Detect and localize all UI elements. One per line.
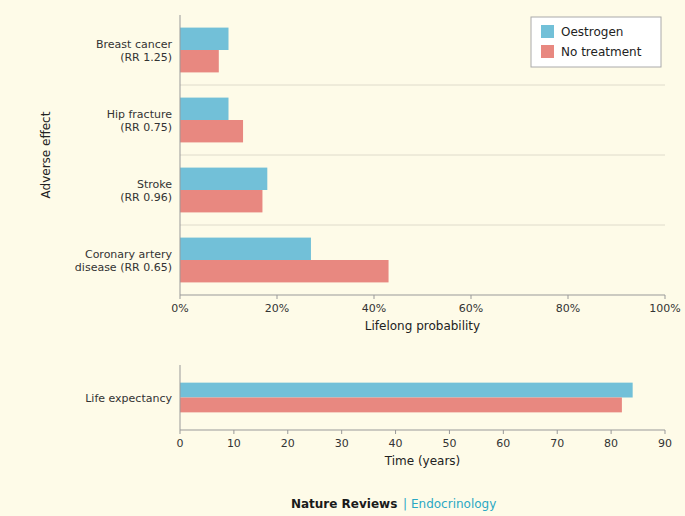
label-line: Hip fracture	[107, 108, 173, 121]
x-tick-label: 0%	[171, 302, 188, 315]
chart: 0 10 20 30 40 50 60 70 80 90 Life expectancy Time (…	[85, 365, 672, 511]
group-separator	[180, 85, 665, 86]
group-separator	[180, 155, 665, 156]
y-tick-label: Hip fracture(RR 0.75)	[107, 108, 173, 134]
y-axis-label: Adverse effect	[39, 111, 53, 198]
bar	[180, 398, 622, 413]
bar	[180, 238, 311, 260]
x-tick	[503, 430, 504, 434]
x-axis-line	[180, 430, 665, 431]
x-tick-label: 30	[335, 437, 349, 450]
bar	[180, 28, 229, 50]
bars	[180, 28, 389, 283]
bar	[180, 50, 219, 72]
bar	[180, 383, 633, 398]
chart-root: 0% 20% 40% 60% 80% 100% Breast cancer(RR 1.25)…	[0, 0, 685, 516]
legend-swatch	[541, 45, 554, 58]
bar	[180, 260, 389, 282]
x-tick	[557, 430, 558, 434]
y-tick-label: Breast cancer(RR 1.25)	[96, 38, 172, 64]
legend: Oestrogen No treatment	[531, 17, 661, 67]
background	[0, 0, 685, 516]
x-axis-line	[180, 295, 665, 296]
x-tick	[395, 430, 396, 434]
x-tick	[341, 430, 342, 434]
x-tick	[449, 430, 450, 434]
x-tick-label: 20	[281, 437, 295, 450]
x-tick	[233, 430, 234, 434]
x-tick-label: 10	[227, 437, 241, 450]
x-tick-label: 60%	[459, 302, 483, 315]
bar	[180, 168, 267, 190]
x-tick	[471, 295, 472, 299]
x-tick-label: 50	[442, 437, 456, 450]
footer-text: | Endocrinology	[399, 497, 496, 511]
label-line: (RR 0.96)	[120, 191, 172, 204]
label-line: (RR 0.75)	[120, 121, 172, 134]
y-tick-label: Stroke(RR 0.96)	[120, 178, 172, 204]
x-axis-label: Lifelong probability	[365, 319, 480, 333]
x-tick-label: 80	[604, 437, 618, 450]
x-tick	[611, 430, 612, 434]
label-line: Life expectancy	[85, 392, 172, 405]
x-tick-label: 40	[389, 437, 403, 450]
label-line: Coronary artery	[85, 248, 173, 261]
x-tick-label: 80%	[556, 302, 580, 315]
x-tick	[287, 430, 288, 434]
group-separator	[180, 225, 665, 226]
legend-swatch	[541, 25, 554, 38]
legend-label: Oestrogen	[561, 25, 623, 39]
label-line: disease (RR 0.65)	[75, 261, 172, 274]
x-tick-label: 100%	[649, 302, 680, 315]
x-tick	[374, 295, 375, 299]
x-tick-label: 20%	[265, 302, 289, 315]
bar	[180, 120, 243, 142]
y-axis-line	[180, 365, 181, 430]
chart: 0% 20% 40% 60% 80% 100% Breast cancer(RR 1.25)…	[39, 15, 681, 333]
x-tick	[568, 295, 569, 299]
y-tick-label: Life expectancy	[85, 392, 172, 405]
bar	[180, 98, 229, 120]
x-tick-label: 40%	[362, 302, 386, 315]
x-tick-label: 0	[177, 437, 184, 450]
x-tick-label: 90	[658, 437, 672, 450]
bar	[180, 190, 262, 212]
x-tick-label: 60	[496, 437, 510, 450]
label-line: Stroke	[137, 178, 172, 191]
x-tick	[665, 295, 666, 299]
bars	[180, 383, 633, 413]
legend-label: No treatment	[561, 45, 642, 59]
legend-box	[531, 17, 661, 67]
label-line: (RR 1.25)	[120, 51, 172, 64]
footer-text: Nature Reviews	[291, 497, 397, 511]
y-axis-line	[180, 15, 181, 295]
x-tick	[180, 295, 181, 299]
x-tick-label: 70	[550, 437, 564, 450]
x-tick	[180, 430, 181, 434]
label-line: Breast cancer	[96, 38, 172, 51]
x-axis-label: Time (years)	[384, 454, 461, 468]
x-tick	[665, 430, 666, 434]
y-tick-label: Coronary arterydisease (RR 0.65)	[75, 248, 173, 274]
x-tick	[277, 295, 278, 299]
